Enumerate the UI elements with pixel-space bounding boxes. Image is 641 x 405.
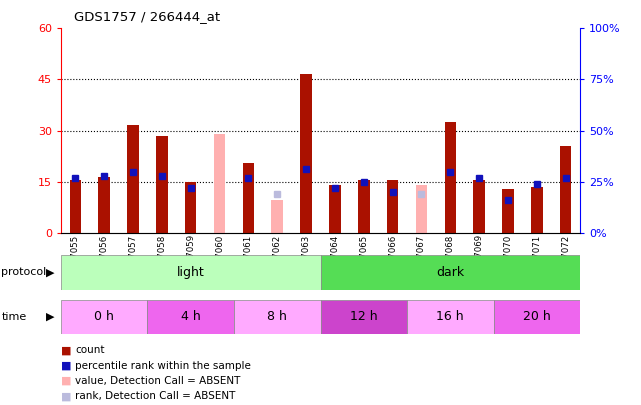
Text: protocol: protocol	[1, 267, 47, 277]
Text: 16 h: 16 h	[437, 310, 464, 324]
Bar	[272, 200, 283, 233]
Text: ■: ■	[61, 345, 71, 355]
Bar	[320, 255, 580, 290]
Bar	[494, 300, 580, 334]
Text: 0 h: 0 h	[94, 310, 114, 324]
Bar	[329, 185, 341, 233]
Text: GDS1757 / 266444_at: GDS1757 / 266444_at	[74, 10, 220, 23]
Text: ■: ■	[61, 361, 71, 371]
Bar	[234, 300, 320, 334]
Text: dark: dark	[437, 266, 464, 279]
Bar	[503, 189, 514, 233]
Text: 12 h: 12 h	[350, 310, 378, 324]
Bar	[99, 177, 110, 233]
Bar	[147, 300, 234, 334]
Bar	[387, 180, 399, 233]
Text: value, Detection Call = ABSENT: value, Detection Call = ABSENT	[75, 376, 240, 386]
Bar	[61, 255, 320, 290]
Bar	[560, 146, 572, 233]
Bar	[242, 163, 254, 233]
Bar	[320, 300, 407, 334]
Bar	[156, 136, 168, 233]
Text: 8 h: 8 h	[267, 310, 287, 324]
Bar	[185, 182, 196, 233]
Text: count: count	[75, 345, 104, 355]
Text: ▶: ▶	[46, 312, 54, 322]
Bar	[407, 300, 494, 334]
Text: time: time	[1, 312, 26, 322]
Text: rank, Detection Call = ABSENT: rank, Detection Call = ABSENT	[75, 392, 235, 401]
Bar	[70, 180, 81, 233]
Bar	[300, 75, 312, 233]
Bar	[473, 180, 485, 233]
Text: 20 h: 20 h	[523, 310, 551, 324]
Text: ■: ■	[61, 392, 71, 401]
Text: light: light	[177, 266, 204, 279]
Bar	[358, 180, 369, 233]
Bar	[214, 134, 226, 233]
Bar	[531, 187, 542, 233]
Bar	[128, 126, 139, 233]
Bar	[415, 185, 427, 233]
Bar	[61, 300, 147, 334]
Text: ■: ■	[61, 376, 71, 386]
Text: ▶: ▶	[46, 267, 54, 277]
Text: percentile rank within the sample: percentile rank within the sample	[75, 361, 251, 371]
Bar	[445, 122, 456, 233]
Text: 4 h: 4 h	[181, 310, 201, 324]
